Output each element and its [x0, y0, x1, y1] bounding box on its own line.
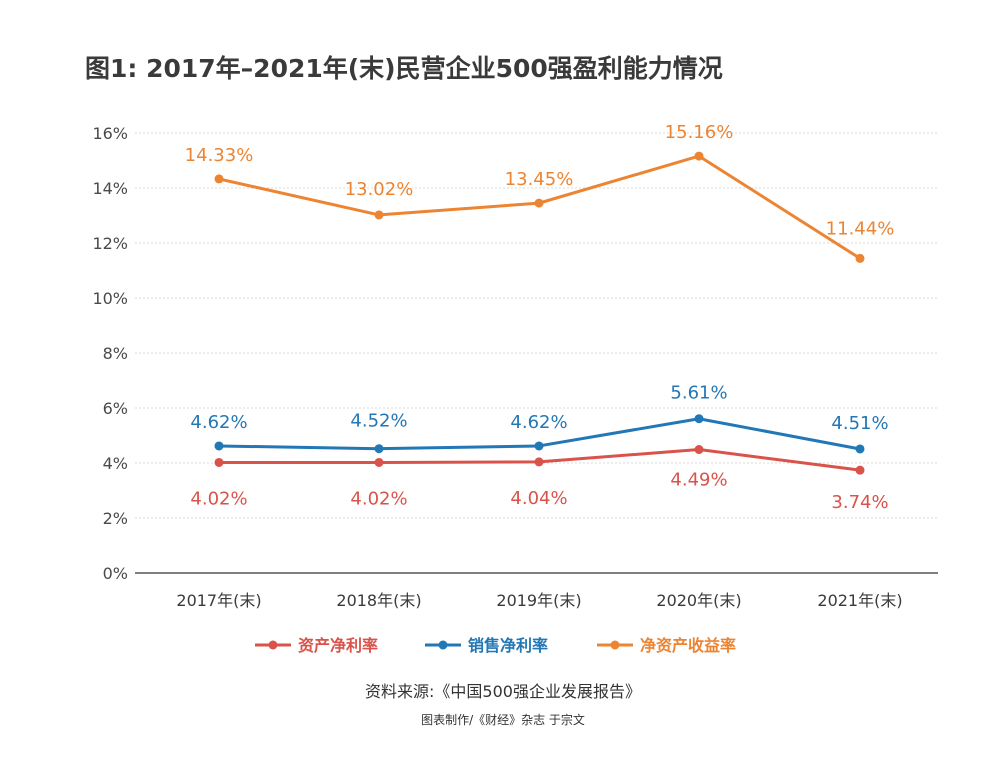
data-label-sales-0: 4.62%: [190, 412, 247, 433]
x-axis-labels: 2017年(末) 2018年(末) 2019年(末) 2020年(末) 2021年(末): [176, 591, 902, 610]
y-tick-label-4: 4%: [103, 454, 128, 473]
data-label-equity-2: 13.45%: [505, 169, 574, 190]
y-tick-label-0: 0%: [103, 564, 128, 583]
point-asset-3: [694, 445, 704, 455]
y-tick-label-12: 12%: [92, 234, 128, 253]
data-label-equity-0: 14.33%: [185, 145, 254, 166]
y-axis-ticks: 0% 2% 4% 6% 8% 10% 12% 14% 16%: [92, 124, 128, 583]
point-asset-4: [855, 465, 865, 475]
data-label-sales-1: 4.52%: [350, 411, 407, 432]
legend-label-sales: 销售净利率: [468, 636, 548, 655]
data-label-equity-3: 15.16%: [665, 122, 734, 143]
legend-label-equity: 净资产收益率: [640, 636, 736, 655]
y-tick-label-14: 14%: [92, 179, 128, 198]
y-tick-label-10: 10%: [92, 289, 128, 308]
data-label-sales-3: 5.61%: [670, 383, 727, 404]
point-sales-0: [214, 441, 224, 451]
point-sales-2: [534, 441, 544, 451]
x-tick-label-3: 2020年(末): [656, 591, 741, 610]
data-label-asset-0: 4.02%: [190, 488, 247, 509]
data-labels: 4.02% 4.02% 4.04% 4.49% 3.74% 4.62% 4.52% 4.62%…: [185, 122, 895, 513]
x-tick-label-2: 2019年(末): [496, 591, 581, 610]
x-tick-label-4: 2021年(末): [817, 591, 902, 610]
y-tick-label-2: 2%: [103, 509, 128, 528]
data-label-asset-3: 4.49%: [670, 470, 727, 491]
chart-title: 图1: 2017年–2021年(末)民营企业500强盈利能力情况: [85, 54, 723, 83]
data-label-sales-4: 4.51%: [831, 413, 888, 434]
point-sales-1: [374, 444, 384, 454]
point-asset-0: [214, 457, 224, 467]
data-label-asset-1: 4.02%: [350, 488, 407, 509]
credit-note: 图表制作/《财经》杂志 于宗文: [421, 712, 585, 727]
point-equity-2: [534, 198, 544, 208]
data-label-equity-1: 13.02%: [345, 179, 414, 200]
legend-label-asset: 资产净利率: [298, 636, 378, 655]
point-equity-4: [855, 253, 865, 263]
y-tick-label-16: 16%: [92, 124, 128, 143]
point-equity-3: [694, 151, 704, 161]
x-tick-label-0: 2017年(末): [176, 591, 261, 610]
point-equity-1: [374, 210, 384, 220]
legend: 资产净利率 销售净利率 净资产收益率: [255, 636, 736, 655]
data-label-asset-4: 3.74%: [831, 492, 888, 513]
point-asset-1: [374, 457, 384, 467]
point-sales-3: [694, 414, 704, 424]
x-tick-label-1: 2018年(末): [336, 591, 421, 610]
data-label-asset-2: 4.04%: [510, 488, 567, 509]
data-label-equity-4: 11.44%: [826, 218, 895, 239]
point-sales-4: [855, 444, 865, 454]
point-asset-2: [534, 457, 544, 467]
series-lines: [214, 151, 865, 475]
legend-marker-equity: [610, 640, 620, 650]
data-label-sales-2: 4.62%: [510, 412, 567, 433]
point-equity-0: [214, 174, 224, 184]
y-tick-label-6: 6%: [103, 399, 128, 418]
source-note: 资料来源:《中国500强企业发展报告》: [365, 682, 641, 701]
legend-marker-sales: [438, 640, 448, 650]
legend-marker-asset: [268, 640, 278, 650]
y-tick-label-8: 8%: [103, 344, 128, 363]
